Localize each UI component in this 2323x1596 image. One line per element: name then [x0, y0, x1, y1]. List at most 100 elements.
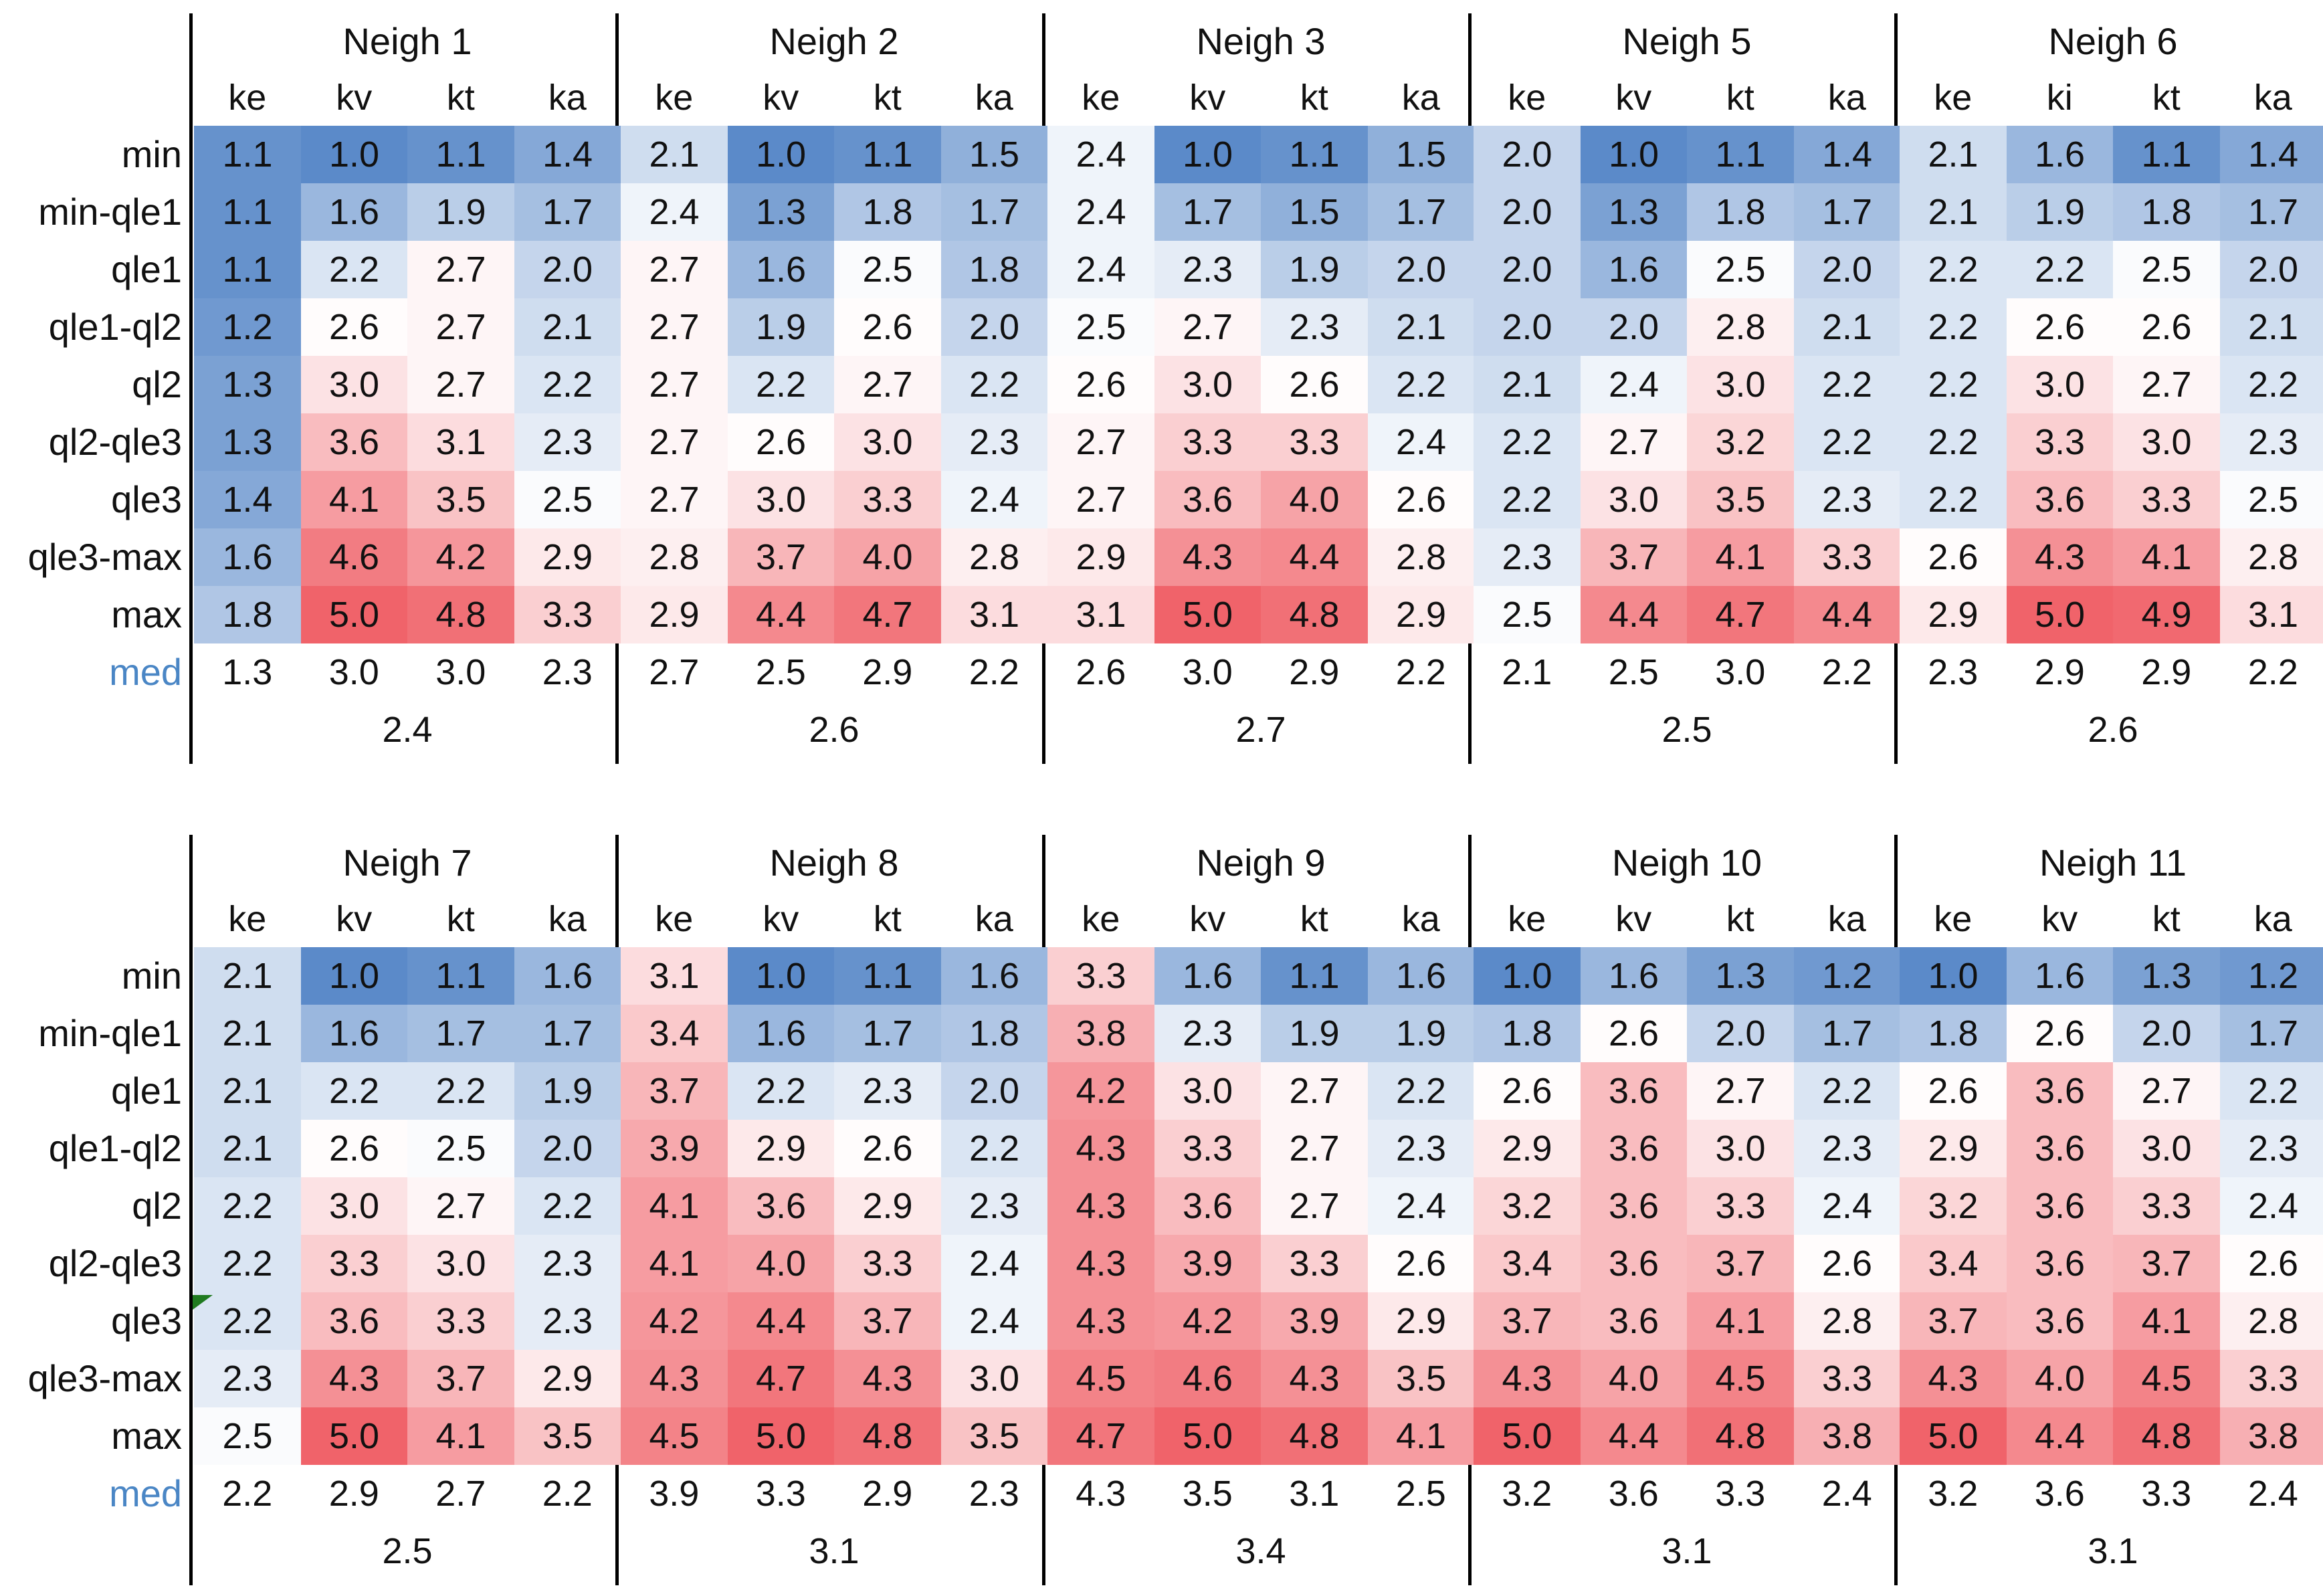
- heatmap-cell: 3.0: [2006, 356, 2114, 413]
- heatmap-cell: 2.7: [1047, 413, 1155, 471]
- heatmap-cell: 3.7: [2113, 1235, 2221, 1292]
- heatmap-cell: 2.6: [1793, 1235, 1901, 1292]
- heatmap-cell: 2.6: [1047, 356, 1155, 413]
- heatmap-cell: 3.7: [1900, 1292, 2007, 1350]
- heatmap-cell: 1.1: [407, 947, 515, 1005]
- column-header-kt: kt: [1726, 78, 1754, 118]
- heatmap-cell: 3.3: [1154, 1120, 1261, 1177]
- heatmap-cell: 2.6: [1261, 356, 1369, 413]
- column-header-kv: kv: [2041, 899, 2078, 939]
- column-header-kv: kv: [763, 78, 799, 118]
- heatmap-cell: 4.4: [1580, 586, 1688, 643]
- heatmap-cell: 1.5: [940, 126, 1048, 183]
- column-header-ka: ka: [548, 899, 587, 939]
- row-label-qle3-max: qle3-max: [27, 1357, 182, 1399]
- heatmap-cell: 3.7: [1474, 1292, 1581, 1350]
- heatmap-cell: 2.3: [940, 1177, 1048, 1235]
- heatmap-cell: 1.3: [2113, 947, 2221, 1005]
- heatmap-cell: 3.0: [1687, 356, 1795, 413]
- median-value: 3.0: [328, 652, 379, 692]
- heatmap-cell: 1.6: [727, 1005, 835, 1062]
- group-overall-median: 3.4: [1235, 1531, 1286, 1571]
- heatmap-cell: 3.2: [1687, 413, 1795, 471]
- comment-marker-icon: [193, 1295, 213, 1310]
- heatmap-cell: 4.0: [2006, 1350, 2114, 1407]
- heatmap-cell: 3.3: [300, 1235, 408, 1292]
- column-header-ke: ke: [655, 78, 694, 118]
- heatmap-cell: 4.3: [1474, 1350, 1581, 1407]
- heatmap-cell: 3.0: [1154, 356, 1261, 413]
- heatmap-cell: 3.5: [940, 1407, 1048, 1465]
- heatmap-cell: 2.6: [1900, 1062, 2007, 1120]
- median-value: 2.2: [969, 652, 1019, 692]
- heatmap-cell: 3.5: [1687, 471, 1795, 528]
- heatmap-cell: 2.0: [1580, 298, 1688, 356]
- heatmap-cell: 1.1: [834, 126, 942, 183]
- heatmap-cell: 1.7: [1793, 1005, 1901, 1062]
- heatmap-cell: 4.5: [621, 1407, 728, 1465]
- heatmap-cell: 3.8: [1047, 1005, 1155, 1062]
- row-label-ql2-qle3: ql2-qle3: [48, 421, 182, 463]
- heatmap-cell: 1.3: [1687, 947, 1795, 1005]
- heatmap-cell: 1.7: [407, 1005, 515, 1062]
- heatmap-cell: 3.4: [621, 1005, 728, 1062]
- heatmap-cell: 4.0: [834, 528, 942, 586]
- median-value: 3.2: [1928, 1474, 1979, 1514]
- heatmap-cell: 2.8: [621, 528, 728, 586]
- heatmap-cell: 3.4: [1900, 1235, 2007, 1292]
- column-header-kv: kv: [336, 78, 373, 118]
- heatmap-cell: 1.5: [1261, 183, 1369, 241]
- heatmap-cell: 3.0: [940, 1350, 1048, 1407]
- heatmap-cell: 4.7: [834, 586, 942, 643]
- median-value: 2.9: [328, 1474, 379, 1514]
- median-value: 2.3: [969, 1474, 1019, 1514]
- heatmap-cell: 2.2: [1474, 471, 1581, 528]
- heatmap-cell: 2.7: [2113, 1062, 2221, 1120]
- median-value: 2.9: [2141, 652, 2192, 692]
- heatmap-cell: 2.2: [514, 356, 621, 413]
- heatmap-cell: 1.8: [940, 1005, 1048, 1062]
- heatmap-cell: 4.3: [1047, 1292, 1155, 1350]
- median-value: 3.6: [1608, 1474, 1659, 1514]
- heatmap-cell: 1.7: [514, 183, 621, 241]
- row-label-qle1: qle1: [111, 1070, 182, 1112]
- heatmap-cell: 3.1: [940, 586, 1048, 643]
- median-value: 2.9: [862, 1474, 913, 1514]
- heatmap-cell: 2.5: [407, 1120, 515, 1177]
- heatmap-cell: 3.3: [1154, 413, 1261, 471]
- heatmap-cell: 4.2: [407, 528, 515, 586]
- column-header-ke: ke: [1082, 78, 1120, 118]
- heatmap-cell: 1.8: [1687, 183, 1795, 241]
- heatmap-cell: 3.0: [300, 1177, 408, 1235]
- heatmap-cell: 4.8: [1261, 586, 1369, 643]
- heatmap-cell: 2.6: [1580, 1005, 1688, 1062]
- heatmap-cell: 1.1: [194, 241, 302, 298]
- row-label-min-qle1: min-qle1: [38, 191, 182, 233]
- heatmap-cell: 2.3: [834, 1062, 942, 1120]
- heatmap-cell: 3.6: [1154, 1177, 1261, 1235]
- heatmap-cell: 3.3: [2113, 471, 2221, 528]
- heatmap-cell: 4.0: [1580, 1350, 1688, 1407]
- heatmap-cell: 4.3: [1047, 1120, 1155, 1177]
- group-title: Neigh 6: [2048, 20, 2178, 62]
- heatmap-cell: 3.6: [1154, 471, 1261, 528]
- heatmap-cell: 2.1: [1474, 356, 1581, 413]
- heatmap-cell: 3.3: [1793, 528, 1901, 586]
- heatmap-cell: 4.5: [1687, 1350, 1795, 1407]
- heatmap-cell: 3.6: [1580, 1177, 1688, 1235]
- column-header-ka: ka: [975, 78, 1013, 118]
- median-value: 3.3: [2141, 1474, 2192, 1514]
- heatmap-cell: 2.7: [407, 298, 515, 356]
- heatmap-cell: 3.5: [1367, 1350, 1475, 1407]
- median-value: 2.2: [2247, 652, 2298, 692]
- heatmap-cell: 2.0: [514, 241, 621, 298]
- median-value: 3.3: [755, 1474, 806, 1514]
- heatmap-cell: 2.9: [621, 586, 728, 643]
- group-title: Neigh 3: [1196, 20, 1326, 62]
- heatmap-cell: 2.3: [940, 413, 1048, 471]
- column-header-ka: ka: [975, 899, 1013, 939]
- heatmap-cell: 1.7: [834, 1005, 942, 1062]
- heatmap-cell: 2.2: [1900, 298, 2007, 356]
- heatmap-cell: 3.5: [407, 471, 515, 528]
- heatmap-cell: 2.2: [194, 1235, 302, 1292]
